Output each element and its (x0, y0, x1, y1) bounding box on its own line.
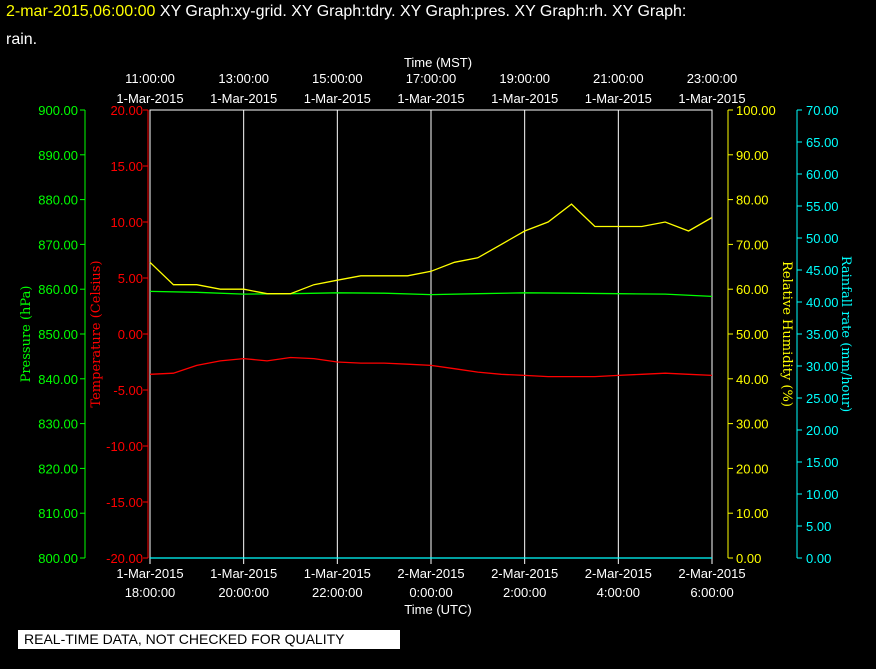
rainfall-tick-label: 30.00 (806, 359, 839, 374)
rainfall-tick-label: 55.00 (806, 199, 839, 214)
title-line-1: 2-mar-2015,06:00:00 XY Graph:xy-grid. XY… (6, 3, 686, 21)
top-tick-time: 19:00:00 (499, 71, 550, 86)
bottom-tick-date: 1-Mar-2015 (210, 566, 277, 581)
rainfall-tick-label: 70.00 (806, 103, 839, 118)
pressure-tick-label: 860.00 (38, 282, 78, 297)
top-tick-time: 13:00:00 (218, 71, 269, 86)
top-axis-label: Time (MST) (404, 55, 472, 70)
rainfall-tick-label: 45.00 (806, 263, 839, 278)
pressure-tick-label: 800.00 (38, 551, 78, 566)
pressure-tick-label: 810.00 (38, 506, 78, 521)
timestamp: 2-mar-2015,06:00:00 (6, 3, 156, 20)
pressure-tick-label: 830.00 (38, 417, 78, 432)
pressure-tick-label: 870.00 (38, 237, 78, 252)
rainfall-tick-label: 60.00 (806, 167, 839, 182)
temperature-tick-label: -15.00 (106, 495, 143, 510)
pressure-tick-label: 890.00 (38, 148, 78, 163)
top-tick-date: 1-Mar-2015 (585, 91, 652, 106)
bottom-tick-date: 1-Mar-2015 (304, 566, 371, 581)
bottom-axis-label: Time (UTC) (404, 602, 471, 617)
pressure-tick-label: 820.00 (38, 461, 78, 476)
humidity-axis-label: Relative Humidity (%) (779, 261, 794, 407)
top-tick-time: 17:00:00 (406, 71, 457, 86)
humidity-tick-label: 90.00 (736, 148, 769, 163)
pressure-tick-label: 900.00 (38, 103, 78, 118)
humidity-tick-label: 70.00 (736, 237, 769, 252)
temperature-tick-label: 5.00 (118, 271, 143, 286)
humidity-tick-label: 20.00 (736, 461, 769, 476)
temperature-tick-label: 15.00 (110, 159, 143, 174)
temperature-tick-label: -20.00 (106, 551, 143, 566)
rainfall-tick-label: 35.00 (806, 327, 839, 342)
humidity-series-line (149, 203, 713, 295)
bottom-tick-date: 2-Mar-2015 (678, 566, 745, 581)
humidity-tick-label: 50.00 (736, 327, 769, 342)
bottom-tick-time: 20:00:00 (218, 585, 269, 600)
top-tick-date: 1-Mar-2015 (116, 91, 183, 106)
top-tick-time: 23:00:00 (687, 71, 738, 86)
rainfall-tick-label: 20.00 (806, 423, 839, 438)
rainfall-tick-label: 65.00 (806, 135, 839, 150)
rainfall-tick-label: 10.00 (806, 487, 839, 502)
pressure-series-line (149, 290, 713, 298)
temperature-tick-label: -5.00 (113, 383, 143, 398)
bottom-tick-date: 1-Mar-2015 (116, 566, 183, 581)
top-tick-date: 1-Mar-2015 (397, 91, 464, 106)
temperature-tick-label: 10.00 (110, 215, 143, 230)
rainfall-tick-label: 25.00 (806, 391, 839, 406)
title-line-2: rain. (6, 31, 38, 48)
rainfall-tick-label: 50.00 (806, 231, 839, 246)
rainfall-axis-label: Rainfall rate (mm/hour) (838, 256, 853, 412)
bottom-tick-time: 2:00:00 (503, 585, 546, 600)
humidity-tick-label: 40.00 (736, 372, 769, 387)
top-tick-date: 1-Mar-2015 (304, 91, 371, 106)
humidity-tick-label: 60.00 (736, 282, 769, 297)
bottom-tick-date: 2-Mar-2015 (585, 566, 652, 581)
top-tick-time: 15:00:00 (312, 71, 363, 86)
top-tick-date: 1-Mar-2015 (678, 91, 745, 106)
bottom-tick-time: 4:00:00 (597, 585, 640, 600)
temperature-tick-label: 20.00 (110, 103, 143, 118)
rainfall-tick-label: 15.00 (806, 455, 839, 470)
graph-list: XY Graph:xy-grid. XY Graph:tdry. XY Grap… (159, 3, 687, 20)
quality-disclaimer: REAL-TIME DATA, NOT CHECKED FOR QUALITY (18, 630, 400, 649)
temperature-axis-label: Temperature (Celsius) (89, 260, 104, 407)
top-tick-time: 21:00:00 (593, 71, 644, 86)
temperature-series-line (149, 356, 713, 378)
top-tick-time: 11:00:00 (125, 71, 175, 86)
pressure-tick-label: 840.00 (38, 372, 78, 387)
top-tick-date: 1-Mar-2015 (210, 91, 277, 106)
pressure-tick-label: 850.00 (38, 327, 78, 342)
pressure-axis-label: Pressure (hPa) (19, 286, 34, 383)
bottom-tick-time: 0:00:00 (409, 585, 452, 600)
rainfall-tick-label: 5.00 (806, 519, 831, 534)
bottom-tick-time: 22:00:00 (312, 585, 363, 600)
temperature-tick-label: -10.00 (106, 439, 143, 454)
humidity-tick-label: 10.00 (736, 506, 769, 521)
humidity-tick-label: 0.00 (736, 551, 761, 566)
bottom-tick-time: 6:00:00 (690, 585, 733, 600)
top-tick-date: 1-Mar-2015 (491, 91, 558, 106)
temperature-tick-label: 0.00 (118, 327, 143, 342)
bottom-tick-date: 2-Mar-2015 (397, 566, 464, 581)
humidity-tick-label: 30.00 (736, 417, 769, 432)
rainfall-tick-label: 40.00 (806, 295, 839, 310)
rainfall-tick-label: 0.00 (806, 551, 831, 566)
humidity-tick-label: 80.00 (736, 193, 769, 208)
bottom-tick-time: 18:00:00 (125, 585, 176, 600)
bottom-tick-date: 2-Mar-2015 (491, 566, 558, 581)
pressure-tick-label: 880.00 (38, 193, 78, 208)
humidity-tick-label: 100.00 (736, 103, 776, 118)
